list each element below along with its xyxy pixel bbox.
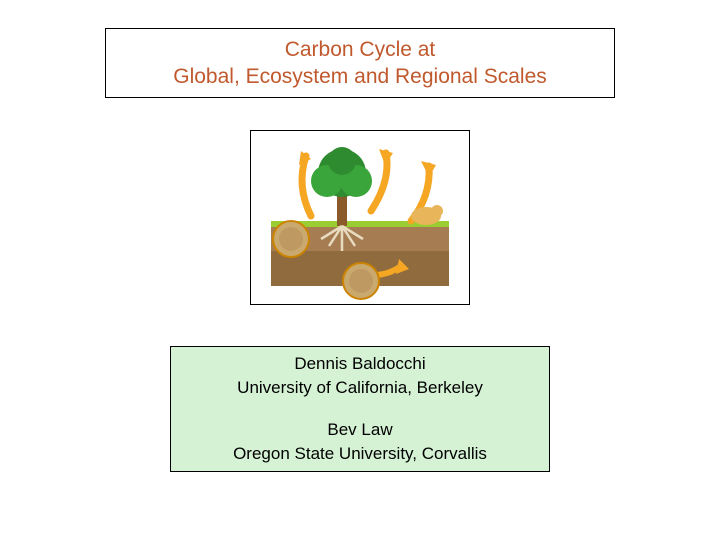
title-line-2: Global, Ecosystem and Regional Scales [173,63,547,90]
carbon-cycle-illustration-icon [251,131,469,304]
carbon-cycle-diagram [250,130,470,305]
author-2-affiliation: Oregon State University, Corvallis [233,442,487,466]
author-2-name: Bev Law [327,418,392,442]
author-1-name: Dennis Baldocchi [294,352,425,376]
author-1-affiliation: University of California, Berkeley [237,376,483,400]
title-box: Carbon Cycle at Global, Ecosystem and Re… [105,28,615,98]
title-line-1: Carbon Cycle at [285,36,436,63]
credits-box: Dennis Baldocchi University of Californi… [170,346,550,472]
